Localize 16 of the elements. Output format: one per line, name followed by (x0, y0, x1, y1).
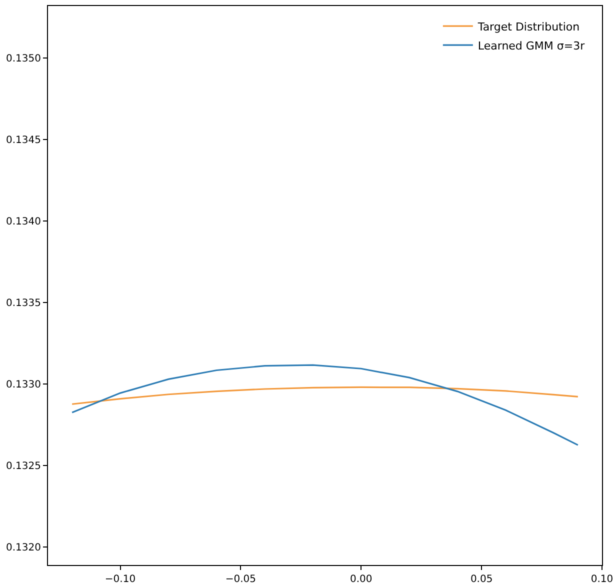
y-tick-label: 0.1350 (6, 54, 41, 65)
legend-label: Target Distribution (476, 20, 580, 34)
line-series (71, 386, 579, 405)
x-tick-label: −0.10 (104, 574, 136, 583)
line-series (71, 364, 579, 446)
y-tick-label: 0.1345 (6, 135, 41, 146)
legend-label: Learned GMM σ=3r (478, 39, 586, 52)
x-tick-label: 0.05 (470, 574, 493, 583)
x-tick-label: 0.10 (590, 574, 614, 583)
y-tick-label: 0.1320 (6, 542, 41, 554)
y-tick-label: 0.1325 (6, 461, 41, 472)
y-tick-label: 0.1335 (6, 298, 41, 310)
x-tick-label: −0.05 (225, 574, 256, 583)
x-tick-label: 0.00 (350, 574, 372, 583)
y-tick-label: 0.1330 (6, 380, 41, 391)
y-tick-label: 0.1340 (6, 216, 41, 228)
